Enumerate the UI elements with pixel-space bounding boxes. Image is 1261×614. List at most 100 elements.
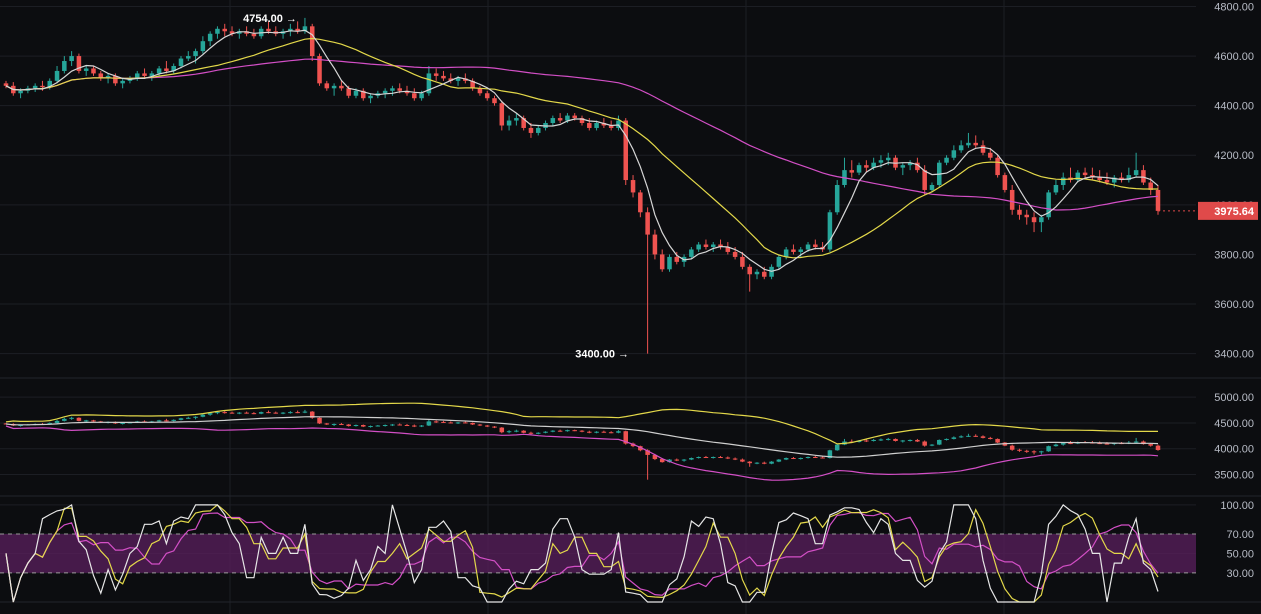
candle-body[interactable] bbox=[579, 118, 585, 124]
candle-body[interactable] bbox=[207, 33, 213, 42]
candle-body[interactable] bbox=[463, 78, 468, 81]
candle-body[interactable] bbox=[805, 244, 811, 250]
candle-body[interactable] bbox=[142, 73, 147, 76]
candle-body[interactable] bbox=[390, 88, 395, 91]
candle-body[interactable] bbox=[1009, 189, 1015, 210]
candle-body[interactable] bbox=[1111, 177, 1117, 183]
candle-body[interactable] bbox=[200, 41, 206, 52]
rsi-panel[interactable] bbox=[0, 503, 1196, 603]
candle-body[interactable] bbox=[470, 80, 475, 89]
candle-body[interactable] bbox=[740, 256, 745, 267]
candle-body[interactable] bbox=[1155, 189, 1161, 211]
candle-body[interactable] bbox=[645, 212, 650, 235]
candle-body[interactable] bbox=[1039, 217, 1044, 223]
candle-body[interactable] bbox=[732, 251, 738, 257]
candle-body[interactable] bbox=[229, 31, 235, 34]
candle-body[interactable] bbox=[156, 68, 162, 74]
candle-body[interactable] bbox=[266, 28, 271, 32]
candle-body[interactable] bbox=[958, 145, 964, 151]
candle-body[interactable] bbox=[448, 78, 454, 81]
candle-body[interactable] bbox=[353, 90, 359, 96]
candle-body[interactable] bbox=[251, 33, 257, 37]
candle-body[interactable] bbox=[91, 68, 96, 74]
candle-body[interactable] bbox=[215, 28, 220, 34]
candle-body[interactable] bbox=[69, 56, 74, 62]
candle-body[interactable] bbox=[776, 256, 782, 267]
candle-body[interactable] bbox=[659, 254, 665, 270]
candle-body[interactable] bbox=[864, 165, 869, 168]
candle-body[interactable] bbox=[164, 68, 169, 71]
candle-body[interactable] bbox=[309, 26, 315, 57]
candle-body[interactable] bbox=[754, 271, 760, 275]
candle-body[interactable] bbox=[1148, 182, 1153, 190]
candle-body[interactable] bbox=[499, 103, 505, 126]
candle-body[interactable] bbox=[83, 68, 89, 71]
candle-body[interactable] bbox=[798, 249, 803, 252]
candle-body[interactable] bbox=[951, 150, 957, 158]
candle-body[interactable] bbox=[193, 51, 198, 57]
candle-body[interactable] bbox=[1097, 177, 1102, 181]
candle-body[interactable] bbox=[1024, 214, 1030, 218]
candle-body[interactable] bbox=[783, 249, 789, 257]
candle-body[interactable] bbox=[426, 73, 432, 94]
candle-body[interactable] bbox=[361, 90, 366, 99]
candle-body[interactable] bbox=[433, 73, 439, 76]
price-axis[interactable]: 4800.00 4600.00 4400.00 4200.00 4000.00 3800.… bbox=[1214, 1, 1254, 579]
candle-body[interactable] bbox=[1119, 177, 1124, 181]
candle-body[interactable] bbox=[339, 85, 344, 89]
candle-body[interactable] bbox=[477, 88, 483, 94]
candle-body[interactable] bbox=[856, 165, 862, 173]
candle-body[interactable] bbox=[54, 70, 60, 81]
candle-body[interactable] bbox=[1141, 170, 1146, 183]
candle-body[interactable] bbox=[324, 83, 330, 89]
candle-body[interactable] bbox=[18, 90, 23, 94]
candle-body[interactable] bbox=[630, 180, 636, 193]
candle-body[interactable] bbox=[572, 115, 577, 119]
overview-panel[interactable] bbox=[3, 402, 1161, 481]
candle-body[interactable] bbox=[47, 80, 53, 88]
candle-body[interactable] bbox=[980, 145, 986, 153]
candle-body[interactable] bbox=[1053, 185, 1059, 193]
candle-body[interactable] bbox=[827, 212, 833, 250]
candle-body[interactable] bbox=[492, 98, 497, 104]
candle-body[interactable] bbox=[1031, 217, 1037, 223]
candle-body[interactable] bbox=[995, 157, 1000, 176]
candle-body[interactable] bbox=[878, 160, 884, 163]
candle-body[interactable] bbox=[834, 185, 840, 213]
candle-body[interactable] bbox=[1060, 177, 1066, 185]
candle-body[interactable] bbox=[1133, 170, 1139, 176]
candle-body[interactable] bbox=[98, 73, 104, 79]
candle-body[interactable] bbox=[594, 123, 599, 128]
candle-body[interactable] bbox=[134, 73, 140, 79]
candle-body[interactable] bbox=[813, 244, 818, 247]
candle-body[interactable] bbox=[514, 118, 519, 121]
candle-body[interactable] bbox=[762, 271, 767, 277]
candle-body[interactable] bbox=[1002, 175, 1008, 190]
candle-body[interactable] bbox=[412, 93, 417, 99]
candle-body[interactable] bbox=[696, 244, 701, 250]
candle-body[interactable] bbox=[703, 244, 709, 247]
candle-body[interactable] bbox=[288, 28, 293, 32]
candle-body[interactable] bbox=[506, 120, 512, 126]
candle-body[interactable] bbox=[944, 157, 949, 163]
candle-body[interactable] bbox=[404, 90, 410, 94]
candle-body[interactable] bbox=[113, 75, 118, 84]
candle-body[interactable] bbox=[455, 78, 461, 81]
candle-body[interactable] bbox=[171, 65, 176, 71]
candle-body[interactable] bbox=[791, 249, 796, 252]
candle-body[interactable] bbox=[988, 152, 993, 158]
candle-body[interactable] bbox=[922, 170, 927, 190]
candle-body[interactable] bbox=[302, 26, 308, 32]
candle-body[interactable] bbox=[652, 234, 658, 255]
candle-body[interactable] bbox=[1126, 175, 1132, 181]
candle-body[interactable] bbox=[601, 123, 607, 126]
candle-body[interactable] bbox=[623, 120, 629, 181]
candle-body[interactable] bbox=[32, 85, 38, 89]
candle-body[interactable] bbox=[528, 127, 534, 133]
candle-body[interactable] bbox=[689, 249, 694, 257]
candle-body[interactable] bbox=[40, 85, 45, 88]
candle-body[interactable] bbox=[557, 118, 563, 121]
candle-body[interactable] bbox=[608, 125, 614, 128]
candle-body[interactable] bbox=[929, 185, 935, 190]
candle-body[interactable] bbox=[244, 31, 249, 34]
